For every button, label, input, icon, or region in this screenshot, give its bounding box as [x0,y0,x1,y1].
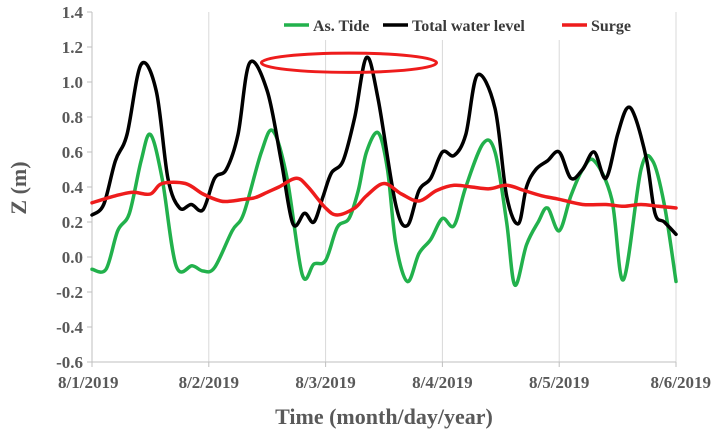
y-axis-title: Z (m) [6,161,31,214]
annotations [259,51,439,74]
y-tick-label: 1.2 [62,38,83,57]
axes [91,12,676,363]
y-tick-label: -0.2 [56,283,83,302]
series-line-surge [90,176,678,217]
y-tick-label: 0.4 [62,178,84,197]
legend: As. Tide Total water level Surge [280,12,670,40]
series-lines [90,55,678,287]
y-tick-label: 0.2 [62,213,83,232]
series-line-as-tide [90,128,678,287]
y-tick-labels: -0.6 -0.4 -0.2 0.0 0.2 0.4 0.6 0.8 1.0 1.2 1.4 [56,3,92,372]
x-tick-label: 8/3/2019 [295,373,355,392]
legend-label-total-water-level: Total water level [412,18,525,35]
legend-label-as-tide: As. Tide [313,18,369,35]
x-tick-label: 8/4/2019 [412,373,472,392]
legend-background [280,12,670,40]
x-axis-title: Time (month/day/year) [275,404,493,429]
highlight-ellipse [259,51,439,74]
y-tick-label: 0.0 [62,248,83,267]
x-tick-labels: 8/1/2019 8/2/2019 8/3/2019 8/4/2019 8/5/2019… [58,362,711,392]
x-tick-label: 8/1/2019 [58,373,118,392]
x-tick-label: 8/5/2019 [529,373,589,392]
y-tick-label: 1.0 [62,73,83,92]
x-tick-label: 8/6/2019 [651,373,711,392]
y-tick-label: 0.8 [62,108,83,127]
x-tick-label: 8/2/2019 [179,373,239,392]
y-tick-label: 0.6 [62,143,83,162]
series-line-total-water-level [90,55,678,237]
legend-label-surge: Surge [591,18,631,35]
y-tick-label: -0.4 [56,318,83,337]
y-tick-label: -0.6 [56,353,83,372]
y-tick-label: 1.4 [62,3,84,22]
